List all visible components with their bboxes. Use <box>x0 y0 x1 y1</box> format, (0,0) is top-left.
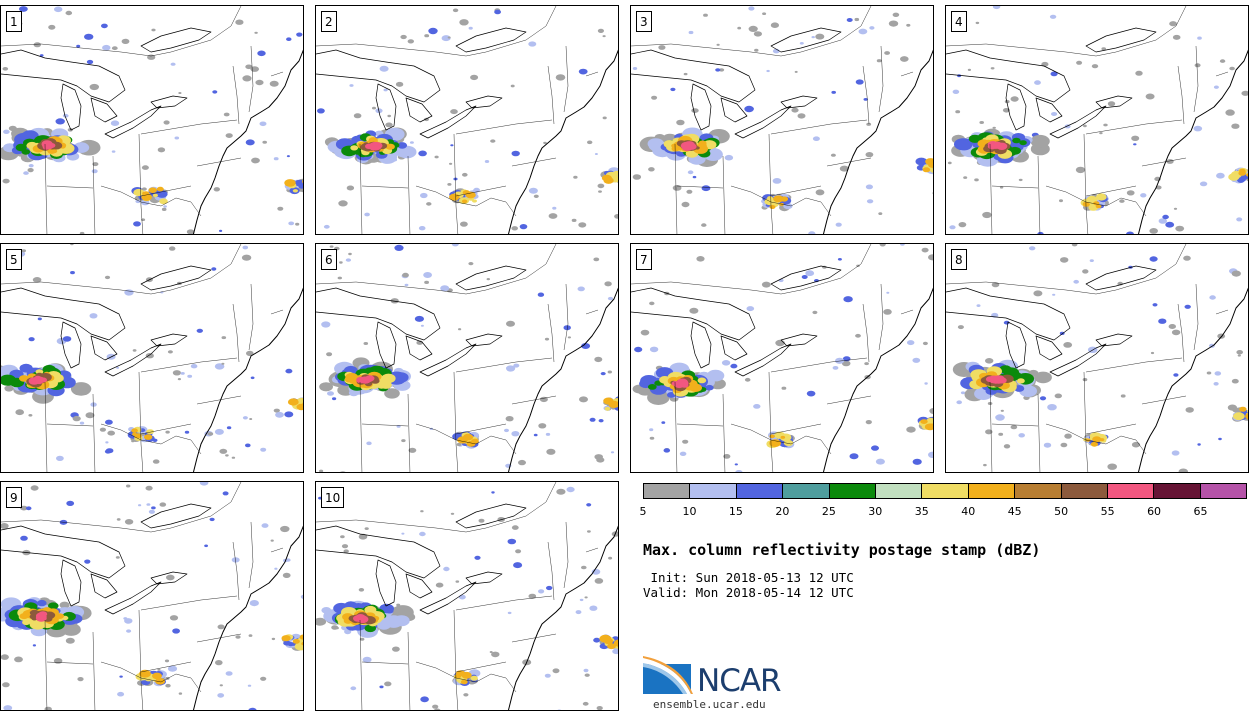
member-number-label: 6 <box>321 249 337 270</box>
postage-stamp-panel: 3 <box>630 5 934 235</box>
colorbar-segment <box>644 484 690 498</box>
postage-stamp-panel: 2 <box>315 5 619 235</box>
colorbar-segment <box>828 484 875 498</box>
colorbar-tick-label: 60 <box>1147 505 1162 518</box>
reflectivity-map <box>1 6 303 234</box>
colorbar-tick-label: 20 <box>775 505 790 518</box>
init-time: Init: Sun 2018-05-13 12 UTC <box>643 570 854 585</box>
colorbar-segment <box>689 484 736 498</box>
colorbar-tick-label: 50 <box>1054 505 1069 518</box>
postage-stamp-panel: 4 <box>945 5 1249 235</box>
ensemble-url: ensemble.ucar.edu <box>653 698 766 711</box>
ncar-logo-icon <box>643 656 693 694</box>
colorbar-segment <box>1014 484 1061 498</box>
postage-stamp-panel: 9 <box>0 481 304 711</box>
colorbar-segment <box>921 484 968 498</box>
colorbar <box>643 483 1247 499</box>
valid-time: Valid: Mon 2018-05-14 12 UTC <box>643 585 854 600</box>
colorbar-segment <box>967 484 1015 498</box>
colorbar-tick-label: 25 <box>821 505 836 518</box>
colorbar-segment <box>874 484 922 498</box>
member-number-label: 8 <box>951 249 967 270</box>
ncar-logo-text: NCAR <box>697 663 782 699</box>
member-number-label: 9 <box>6 487 22 508</box>
postage-stamp-panel: 6 <box>315 243 619 473</box>
colorbar-segment <box>1060 484 1107 498</box>
colorbar-tick-label: 35 <box>914 505 929 518</box>
postage-stamp-panel: 5 <box>0 243 304 473</box>
member-number-label: 2 <box>321 11 337 32</box>
member-number-label: 1 <box>6 11 22 32</box>
plot-title: Max. column reflectivity postage stamp (… <box>643 541 1041 559</box>
postage-stamp-panel: 10 <box>315 481 619 711</box>
reflectivity-map <box>316 244 618 472</box>
postage-stamp-panel: 8 <box>945 243 1249 473</box>
member-number-label: 4 <box>951 11 967 32</box>
member-number-label: 3 <box>636 11 652 32</box>
reflectivity-map <box>631 6 933 234</box>
member-number-label: 5 <box>6 249 22 270</box>
postage-stamp-panel: 1 <box>0 5 304 235</box>
colorbar-segment <box>1106 484 1154 498</box>
reflectivity-map <box>316 482 618 710</box>
colorbar-tick-label: 15 <box>728 505 743 518</box>
colorbar-segment <box>1199 484 1247 498</box>
reflectivity-map <box>1 482 303 710</box>
member-number-label: 7 <box>636 249 652 270</box>
member-number-label: 10 <box>321 487 345 508</box>
colorbar-tick-label: 30 <box>868 505 883 518</box>
reflectivity-map <box>316 6 618 234</box>
reflectivity-map <box>631 244 933 472</box>
colorbar-tick-label: 45 <box>1007 505 1022 518</box>
colorbar-segment <box>735 484 783 498</box>
reflectivity-map <box>946 6 1248 234</box>
colorbar-segment <box>782 484 829 498</box>
colorbar-tick-label: 55 <box>1100 505 1115 518</box>
colorbar-segment <box>1153 484 1200 498</box>
reflectivity-map <box>946 244 1248 472</box>
colorbar-tick-label: 65 <box>1193 505 1208 518</box>
postage-stamp-panel: 7 <box>630 243 934 473</box>
reflectivity-map <box>1 244 303 472</box>
colorbar-tick-label: 40 <box>961 505 976 518</box>
colorbar-tick-label: 5 <box>639 505 647 518</box>
colorbar-tick-label: 10 <box>682 505 697 518</box>
